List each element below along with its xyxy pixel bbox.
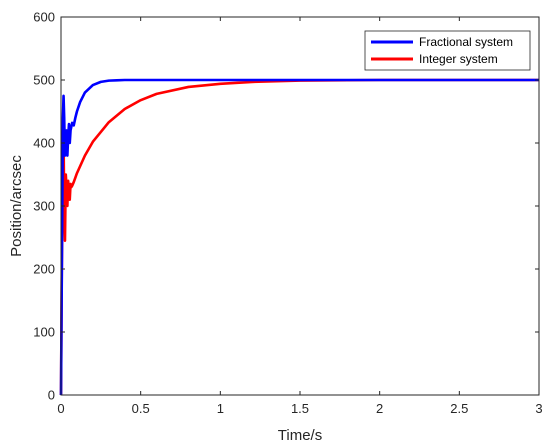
legend-box bbox=[364, 30, 531, 71]
x-tick-label: 0 bbox=[57, 401, 64, 416]
series-line-integer bbox=[59, 78, 539, 396]
y-tick-label: 0 bbox=[48, 388, 55, 403]
series-layer bbox=[59, 78, 539, 396]
x-tick-label: 3 bbox=[535, 401, 542, 416]
y-tick-label: 100 bbox=[33, 325, 55, 340]
legend: Fractional system Integer system bbox=[364, 30, 531, 71]
x-tick-label: 2.5 bbox=[450, 401, 468, 416]
x-tick-label: 0.5 bbox=[132, 401, 150, 416]
x-tick-label: 1.5 bbox=[291, 401, 309, 416]
legend-label-integer: Integer system bbox=[419, 52, 498, 66]
y-tick-label: 500 bbox=[33, 73, 55, 88]
tick-layer: 0 0.5 1 1.5 2 2.5 3 0 100 200 300 400 500 600 bbox=[33, 10, 542, 417]
series-line-fractional bbox=[59, 78, 539, 396]
y-tick-label: 300 bbox=[33, 199, 55, 214]
y-axis-label: Position/arcsec bbox=[8, 155, 25, 257]
y-tick-label: 400 bbox=[33, 136, 55, 151]
y-tick-label: 200 bbox=[33, 262, 55, 277]
y-tick-label: 600 bbox=[33, 10, 55, 25]
legend-label-fractional: Fractional system bbox=[419, 35, 513, 49]
x-axis-label: Time/s bbox=[278, 427, 322, 444]
plot-area bbox=[61, 17, 539, 395]
x-tick-label: 1 bbox=[217, 401, 224, 416]
x-tick-label: 2 bbox=[376, 401, 383, 416]
